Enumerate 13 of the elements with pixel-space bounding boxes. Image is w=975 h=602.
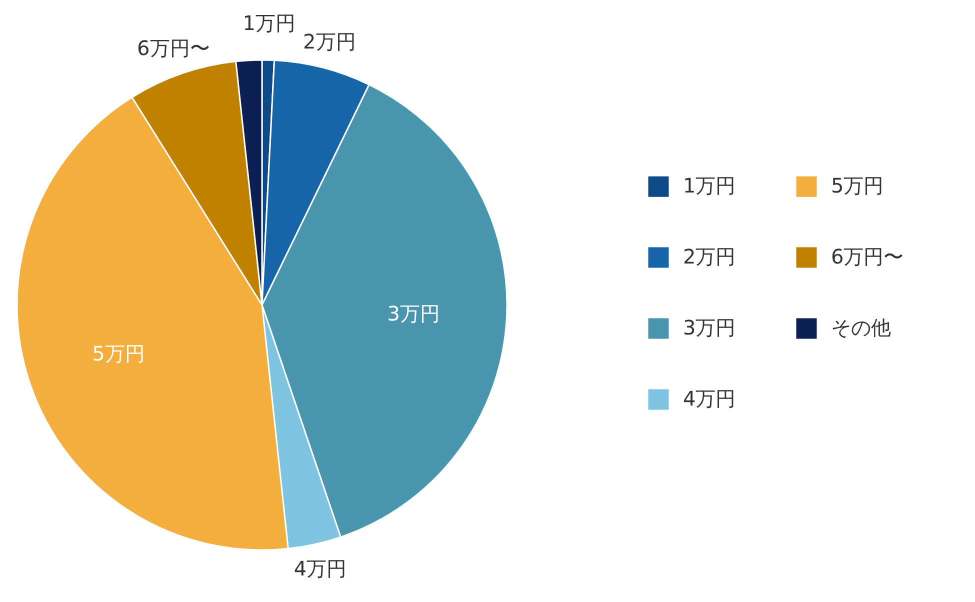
legend-label: 1万円 bbox=[683, 174, 736, 198]
slice-label: 6万円〜 bbox=[137, 36, 210, 60]
slice-label: 2万円 bbox=[303, 30, 356, 54]
legend-label: 3万円 bbox=[683, 316, 736, 340]
legend-label: その他 bbox=[831, 316, 891, 340]
legend-label: 2万円 bbox=[683, 244, 736, 268]
slice-label: 3万円 bbox=[387, 302, 440, 326]
slice-label: 5万円 bbox=[92, 342, 145, 366]
legend-label: 6万円〜 bbox=[831, 244, 904, 268]
slice-label: 1万円 bbox=[242, 11, 296, 36]
legend-label: 5万円 bbox=[831, 174, 884, 198]
slice-label: 4万円 bbox=[294, 556, 347, 581]
legend-label: 4万円 bbox=[683, 386, 736, 410]
